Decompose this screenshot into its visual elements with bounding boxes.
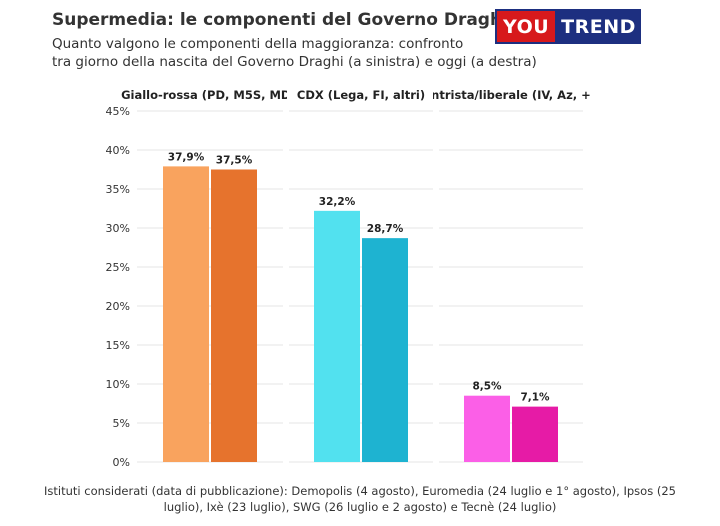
y-tick-label: 30% (106, 222, 130, 235)
chart-title: Supermedia: le componenti del Governo Dr… (52, 10, 508, 30)
y-tick-label: 5% (113, 417, 130, 430)
panel-background (439, 111, 583, 462)
bar (163, 166, 209, 462)
y-tick-label: 0% (113, 456, 130, 469)
footnote: Istituti considerati (data di pubblicazi… (30, 483, 690, 515)
youtrend-logo: YOU TREND (495, 9, 641, 44)
data-label: 37,9% (168, 151, 205, 163)
y-tick-label: 40% (106, 144, 130, 157)
y-tick-label: 15% (106, 339, 130, 352)
bar (211, 169, 257, 462)
facet-label: Giallo-rossa (PD, M5S, MDP (121, 88, 299, 102)
panel-background (137, 111, 283, 462)
subtitle-line-1: Quanto valgono le componenti della maggi… (52, 36, 464, 52)
footnote-line-2: luglio), Ixè (23 luglio), SWG (26 luglio… (163, 500, 557, 514)
data-label: 8,5% (472, 381, 502, 393)
facet-label: entrista/liberale (IV, Az, +E (423, 88, 598, 102)
bar (464, 395, 510, 462)
footnote-line-1: Istituti considerati (data di pubblicazi… (44, 484, 676, 498)
data-label: 7,1% (520, 392, 550, 404)
data-label: 28,7% (367, 223, 404, 235)
bar (314, 210, 360, 462)
y-tick-label: 10% (106, 378, 130, 391)
y-tick-label: 20% (106, 300, 130, 313)
panel-background (289, 111, 433, 462)
data-label: 32,2% (319, 196, 356, 208)
bar-chart: 0% 5% 10% 15% 20% 25% 30% 35% 40% 45% Giallo-rossa… (106, 88, 598, 469)
chart-subtitle: Quanto valgono le componenti della maggi… (52, 35, 552, 71)
y-tick-label: 25% (106, 261, 130, 274)
bar (362, 238, 408, 462)
y-tick-label: 35% (106, 183, 130, 196)
logo-you: YOU (497, 11, 556, 42)
facet-label: CDX (Lega, FI, altri) (297, 88, 425, 102)
logo-trend: TREND (555, 11, 639, 42)
subtitle-line-2: tra giorno della nascita del Governo Dra… (52, 54, 537, 70)
data-label: 37,5% (216, 155, 253, 167)
y-tick-label: 45% (106, 105, 130, 118)
bar (512, 406, 558, 462)
